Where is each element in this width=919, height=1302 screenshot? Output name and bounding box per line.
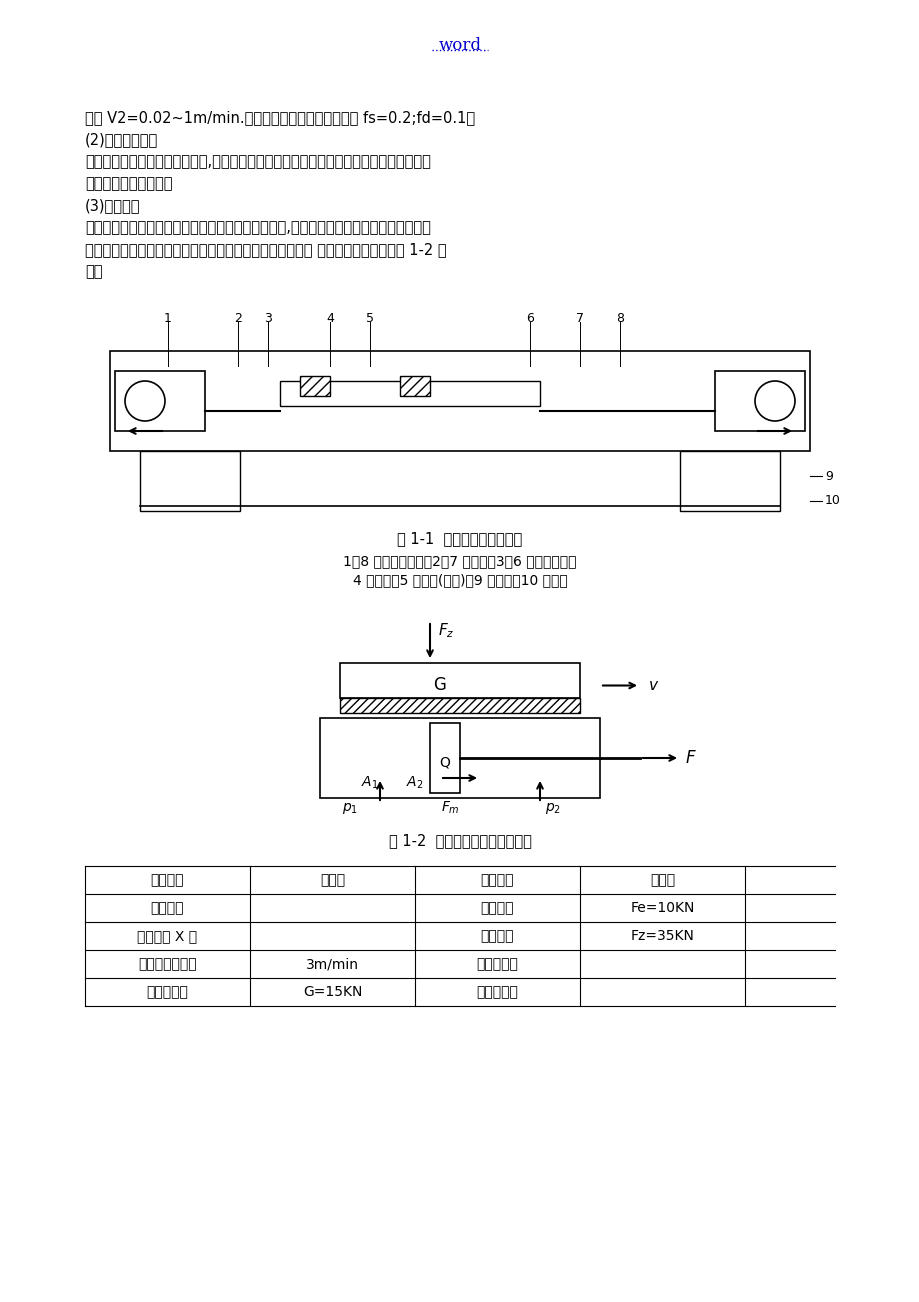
Text: word: word: [438, 36, 481, 53]
Text: $p_2$: $p_2$: [544, 801, 561, 815]
Text: 示。: 示。: [85, 264, 102, 279]
Bar: [340, 663, 579, 698]
Bar: [400, 376, 429, 396]
Text: 最大行程: 最大行程: [151, 901, 184, 915]
Text: 1、8 一车削动力头；2、7 一主轴；3、6 一连杆轴颈；: 1、8 一车削动力头；2、7 一主轴；3、6 一连杆轴颈；: [343, 553, 576, 568]
Text: 由于动力头的快速进退与工作进给阶段的速度已给定,不必进展运动分析。故仅对液压缸作: 由于动力头的快速进退与工作进给阶段的速度已给定,不必进展运动分析。故仅对液压缸作: [85, 220, 430, 234]
Text: G=15KN: G=15KN: [302, 986, 362, 999]
Text: 快进，快退速度: 快进，快退速度: [138, 957, 197, 971]
Text: 3m/min: 3m/min: [306, 957, 358, 971]
Text: 根据车床的总体布局与技术要求,选择缸筒固定的单杆活塞缸作为驱动车削动力头实现进给: 根据车床的总体布局与技术要求,选择缸筒固定的单杆活塞缸作为驱动车削动力头实现进给: [85, 154, 430, 169]
Text: Fe=10KN: Fe=10KN: [630, 901, 694, 915]
Text: $F$: $F$: [685, 749, 696, 767]
Text: Q: Q: [439, 756, 450, 769]
Text: 3: 3: [264, 312, 272, 326]
Text: 6: 6: [526, 312, 533, 326]
Bar: [279, 381, 539, 406]
Text: Fz=35KN: Fz=35KN: [630, 930, 694, 943]
Text: (3)工况分析: (3)工况分析: [85, 198, 141, 214]
Text: 轴向载荷: 轴向载荷: [481, 930, 514, 943]
Bar: [679, 450, 779, 510]
Text: $v$: $v$: [647, 678, 659, 693]
Text: 图 1-2  车床液压缸受力分析计算: 图 1-2 车床液压缸受力分析计算: [388, 833, 531, 849]
Text: (2)配置执行元件: (2)配置执行元件: [85, 132, 158, 147]
Text: 1: 1: [164, 312, 172, 326]
Text: $F_z$: $F_z$: [437, 621, 454, 641]
Text: 4: 4: [325, 312, 334, 326]
Text: $A_1$: $A_1$: [361, 775, 379, 792]
Text: 动力分析，即通过分析计算，确定液压缸总的最大外负载。 液压缸的受力简图如图 1-2 所: 动力分析，即通过分析计算，确定液压缸总的最大外负载。 液压缸的受力简图如图 1-…: [85, 242, 446, 256]
Text: 2: 2: [233, 312, 242, 326]
Text: 7: 7: [575, 312, 584, 326]
Text: $A_2$: $A_2$: [406, 775, 424, 792]
Text: 静摩擦系数: 静摩擦系数: [476, 986, 518, 999]
Text: 4 一夹具；5 一工件(连杆)；9 一导轨；10 一床身: 4 一夹具；5 一工件(连杆)；9 一导轨；10 一床身: [352, 573, 567, 587]
Text: 轴向载荷: 轴向载荷: [481, 901, 514, 915]
Text: 10: 10: [824, 495, 840, 508]
Bar: [340, 698, 579, 713]
Text: 移动部件重: 移动部件重: [146, 986, 188, 999]
Bar: [110, 352, 809, 450]
Bar: [115, 371, 205, 431]
Text: 工进速度 X 围: 工进速度 X 围: [137, 930, 198, 943]
Text: 参数类别: 参数类别: [151, 874, 184, 887]
Bar: [140, 450, 240, 510]
Bar: [300, 376, 330, 396]
Bar: [429, 723, 460, 793]
Text: 9: 9: [824, 470, 832, 483]
Text: 图 1-1  车床总体布局示意图: 图 1-1 车床总体布局示意图: [397, 531, 522, 547]
Text: 运动的液压执行元件。: 运动的液压执行元件。: [85, 176, 173, 191]
Text: 参数值: 参数值: [649, 874, 675, 887]
Text: 8: 8: [616, 312, 623, 326]
Text: 参数类别: 参数类别: [481, 874, 514, 887]
Text: $F_m$: $F_m$: [440, 799, 459, 816]
Bar: [714, 371, 804, 431]
Text: 参数值: 参数值: [320, 874, 345, 887]
Text: 动摩擦系数: 动摩擦系数: [476, 957, 518, 971]
Text: 5: 5: [366, 312, 374, 326]
Text: G: G: [433, 677, 446, 694]
Text: $p_1$: $p_1$: [342, 801, 357, 815]
Text: 围为 V2=0.02~1m/min.导轨的静、动摩擦因数分别为 fs=0.2;fd=0.1。: 围为 V2=0.02~1m/min.导轨的静、动摩擦因数分别为 fs=0.2;f…: [85, 109, 474, 125]
Bar: [320, 717, 599, 798]
